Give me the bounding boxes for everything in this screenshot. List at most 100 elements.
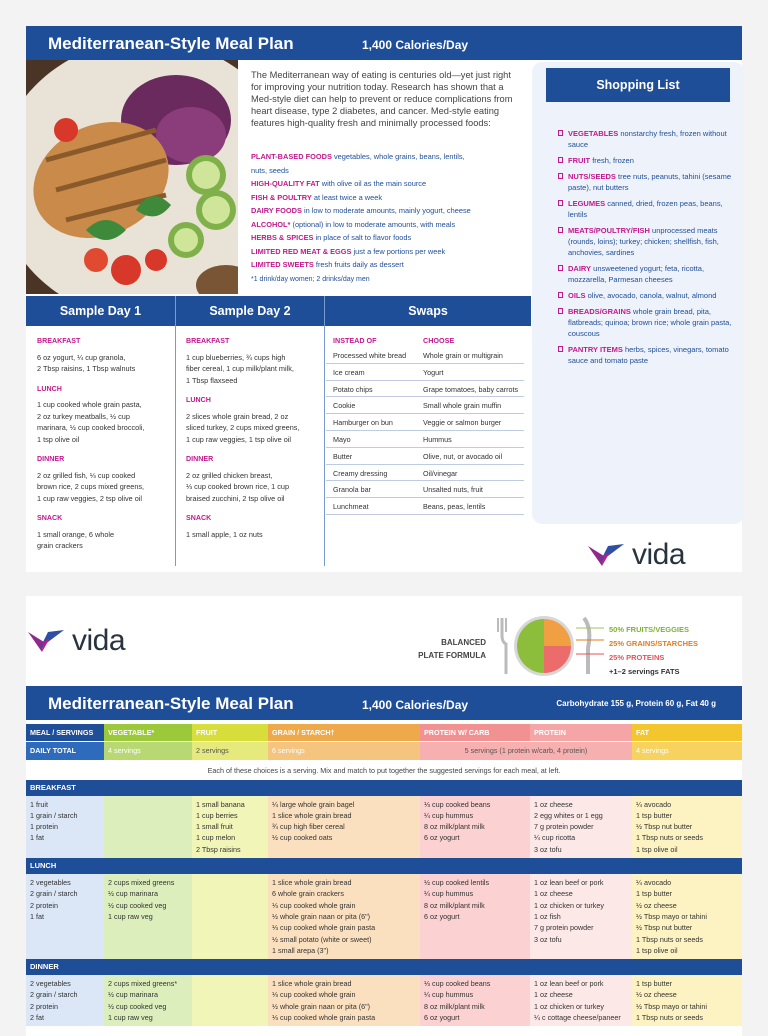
cell-line: 1 tsp butter [636, 979, 672, 989]
page-title: Mediterranean-Style Meal Plan [48, 34, 294, 53]
food-guideline-value: just a few portions per week [353, 246, 446, 256]
cell-line: 2 vegetables [30, 878, 71, 888]
shopping-item-detail: unsweetened yogurt; feta, ricotta, mozza… [568, 264, 705, 284]
swap-instead-of: Processed white bread [333, 351, 407, 360]
grain-options: 1 slice whole grain bread ⅓ cup cooked wh… [268, 975, 420, 1027]
checkbox-icon [558, 308, 563, 314]
sample-day-2-heading: Sample Day 2 [176, 296, 324, 326]
sample-day-2: BREAKFAST 1 cup blueberries, ¾ cups high f… [186, 336, 326, 540]
table-header-row: MEAL / SERVINGS VEGETABLE* FRUIT GRAIN /… [26, 724, 742, 742]
food-guideline-key: HIGH-QUALITY FAT [251, 179, 320, 188]
daily-total-veg: 4 servings [104, 742, 192, 760]
fat-options: ¼ avocado 1 tsp butter ½ Tbsp nut butter 1 … [632, 795, 742, 859]
cell-line: 1 tsp olive oil [636, 945, 678, 955]
meal-heading: BREAKFAST [186, 337, 230, 345]
cell-line: ½ Tbsp nut butter [636, 923, 693, 933]
vegetable-options: 2 cups mixed greens* ½ cup marinara ½ cup … [104, 975, 192, 1027]
calorie-subtitle: 1,400 Calories/Day [362, 38, 469, 52]
swap-row: Granola bar Unsalted nuts, fruit [326, 481, 524, 499]
food-guideline-value: at least twice a week [313, 192, 383, 202]
meal-section-heading: LUNCH [26, 858, 742, 875]
cell-line: 1 oz cheese [534, 889, 573, 899]
cell-line: ⅓ cup cooked whole grain pasta [272, 1013, 376, 1023]
cell-line: ½ cup cooked lentils [424, 878, 490, 888]
swap-row: Processed white bread Whole grain or mult… [326, 347, 524, 364]
cell-line: 1 cup berries [196, 810, 238, 820]
cell-line: 1 small fruit [196, 822, 233, 832]
swap-choose: Yogurt [423, 367, 444, 377]
column-divider [175, 296, 176, 566]
meal-item-line: ⅓ cup cooked brown rice, 1 cup [186, 482, 290, 491]
cell-line: 1 fat [30, 911, 44, 921]
swap-row: Butter Olive, nut, or avocado oil [326, 448, 524, 465]
checkbox-icon [558, 292, 563, 298]
protein-carb-options: ½ cup cooked lentils ¼ cup hummus 8 oz mil… [420, 874, 530, 960]
vida-logo-text: vida [72, 624, 126, 657]
serving-note-row: Each of these choices is a serving. Mix … [26, 760, 742, 780]
food-guideline-value: with olive oil as the main source [321, 179, 427, 188]
food-guideline-key: FISH & POULTRY [251, 192, 312, 202]
meal-item-line: braised zucchini, 2 tsp olive oil [186, 493, 285, 503]
swap-choose: Grape tomatoes, baby carrots [423, 384, 519, 394]
shopping-item-category: VEGETABLES [568, 129, 619, 138]
cell-line: 1 fat [30, 833, 44, 843]
swap-row: Ice cream Yogurt [326, 364, 524, 381]
shopping-item-category: DAIRY [568, 264, 592, 273]
cell-line: 8 oz milk/plant milk [424, 900, 485, 910]
cell-line: 1 small arepa (3") [272, 945, 329, 955]
daily-total-row: DAILY TOTAL 4 servings 2 servings 6 serv… [26, 742, 742, 760]
checkbox-icon [558, 130, 563, 136]
checkbox-icon [558, 265, 563, 271]
daily-total-grain: 6 servings [268, 742, 420, 760]
plate-label-line: BALANCED [441, 638, 486, 647]
checkbox-icon [558, 227, 563, 233]
col-fruit: FRUIT [192, 724, 268, 742]
swap-choose: Veggie or salmon burger [423, 418, 502, 428]
col-protein: PROTEIN [530, 724, 632, 742]
title-banner: Mediterranean-Style Meal Plan 1,400 Calo… [26, 26, 742, 60]
vida-logo-text: vida [632, 538, 686, 571]
meal-heading: DINNER [186, 455, 214, 463]
meal-item-line: brown rice, 2 cups mixed greens, [37, 482, 145, 491]
cell-line: 1 slice whole grain bread [272, 810, 352, 820]
shopping-list: VEGETABLES nonstarchy fresh, frozen with… [558, 128, 734, 371]
food-guideline-value: fresh fruits daily as dessert [315, 260, 404, 269]
shopping-list-heading: Shopping List [546, 68, 730, 102]
swap-row: Hamburger on bun Veggie or salmon burger [326, 414, 524, 431]
cell-line: 1 slice whole grain bread [272, 979, 352, 989]
meal-heading: DINNER [37, 455, 65, 463]
cell-line: ½ small potato (white or sweet) [272, 934, 372, 944]
grain-options: ¼ large whole grain bagel 1 slice whole g… [268, 795, 420, 859]
meal-item-line: 1 Tbsp flaxseed [186, 375, 238, 385]
cell-line: 8 oz milk/plant milk [424, 1001, 485, 1011]
cell-line: 7 g protein powder [534, 923, 594, 933]
meal-heading: LUNCH [37, 384, 62, 393]
col-fat: FAT [632, 724, 742, 742]
plate-legend-item: +1–2 servings FATS [609, 667, 680, 676]
food-guideline-key: LIMITED SWEETS [251, 260, 314, 269]
fat-options: 1 tsp butter ½ oz cheese ½ Tbsp mayo or ta… [632, 975, 742, 1027]
food-guideline-item: LIMITED RED MEAT & EGGS just a few porti… [251, 245, 521, 259]
shopping-item-detail: nonstarchy fresh, frozen without sauce [568, 129, 727, 149]
meal-item-line: 2 oz turkey meatballs, ½ cup [37, 411, 130, 421]
cell-line: ½ Tbsp mayo or tahini [636, 911, 707, 921]
protein-options: 1 oz cheese 2 egg whites or 1 egg 7 g prot… [530, 795, 632, 859]
col-protein-with-carb: PROTEIN W/ CARB [420, 724, 530, 742]
cell-line: 6 whole grain crackers [272, 889, 344, 899]
cell-line: ¼ avocado [636, 799, 672, 809]
daily-total-fat: 4 servings [632, 742, 742, 760]
food-guideline-value: nuts, seeds [251, 165, 289, 175]
cell-line: ⅓ cup cooked beans [424, 979, 491, 989]
meal-servings: 1 fruit 1 grain / starch 1 protein 1 fat [26, 795, 104, 859]
swap-choose: Beans, peas, lentils [423, 502, 486, 512]
cell-line: 1 fruit [30, 799, 48, 809]
balanced-plate-icon [497, 616, 604, 676]
cell-line: ½ cup cooked veg [108, 900, 167, 910]
meal-item-line: 1 cup cooked whole grain pasta, [37, 400, 142, 409]
protein-carb-options: ⅓ cup cooked beans ¼ cup hummus 8 oz milk/… [420, 795, 530, 859]
cell-line: 6 oz yogurt [424, 1013, 460, 1023]
sample-day-1-heading: Sample Day 1 [26, 296, 175, 326]
cell-line: 6 oz yogurt [424, 911, 460, 921]
swap-instead-of: Butter [333, 451, 353, 461]
cell-line: 1 oz chicken or turkey [534, 900, 604, 910]
